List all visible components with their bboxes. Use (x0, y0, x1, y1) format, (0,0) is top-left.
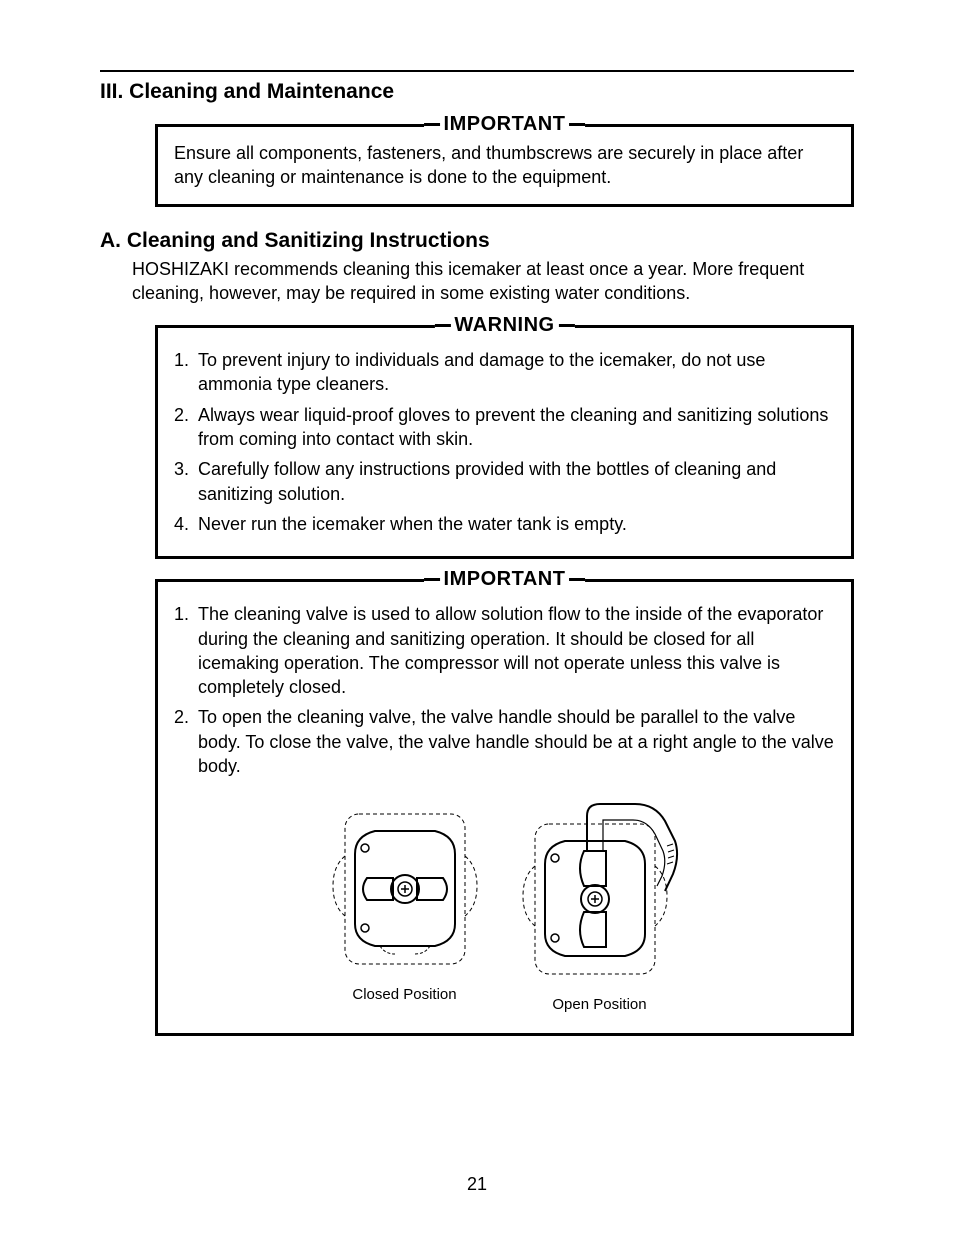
manual-page: III. Cleaning and Maintenance IMPORTANT … (0, 0, 954, 1235)
callout-label-text: IMPORTANT (440, 113, 570, 136)
warning-callout: WARNING To prevent injury to individuals… (155, 325, 854, 559)
valve-closed-icon (325, 796, 485, 976)
subsection-title: A. Cleaning and Sanitizing Instructions (100, 229, 854, 253)
section-title: III. Cleaning and Maintenance (100, 80, 854, 104)
warning-item: Always wear liquid-proof gloves to preve… (174, 403, 835, 452)
warning-list: To prevent injury to individuals and dam… (174, 348, 835, 536)
warning-item: Never run the icemaker when the water ta… (174, 512, 835, 536)
callout-label: IMPORTANT (424, 113, 586, 136)
important-2-item: To open the cleaning valve, the valve ha… (174, 705, 835, 778)
figure-open-caption: Open Position (515, 996, 685, 1013)
important-2-list: The cleaning valve is used to allow solu… (174, 602, 835, 778)
important-1-text: Ensure all components, fasteners, and th… (174, 141, 835, 190)
subsection-intro: HOSHIZAKI recommends cleaning this icema… (132, 257, 854, 306)
figure-closed: Closed Position (325, 796, 485, 1013)
warning-item: To prevent injury to individuals and dam… (174, 348, 835, 397)
valve-figures: Closed Position (174, 796, 835, 1013)
figure-closed-caption: Closed Position (325, 986, 485, 1003)
page-number: 21 (467, 1174, 487, 1195)
callout-label: IMPORTANT (424, 568, 586, 591)
important-callout-1: IMPORTANT Ensure all components, fastene… (155, 124, 854, 207)
important-2-item: The cleaning valve is used to allow solu… (174, 602, 835, 699)
figure-open: Open Position (515, 796, 685, 1013)
callout-label: WARNING (434, 314, 574, 337)
warning-item: Carefully follow any instructions provid… (174, 457, 835, 506)
important-callout-2: IMPORTANT The cleaning valve is used to … (155, 579, 854, 1036)
valve-open-icon (515, 796, 685, 986)
callout-label-text: IMPORTANT (440, 568, 570, 591)
top-rule (100, 70, 854, 72)
callout-label-text: WARNING (450, 314, 558, 337)
